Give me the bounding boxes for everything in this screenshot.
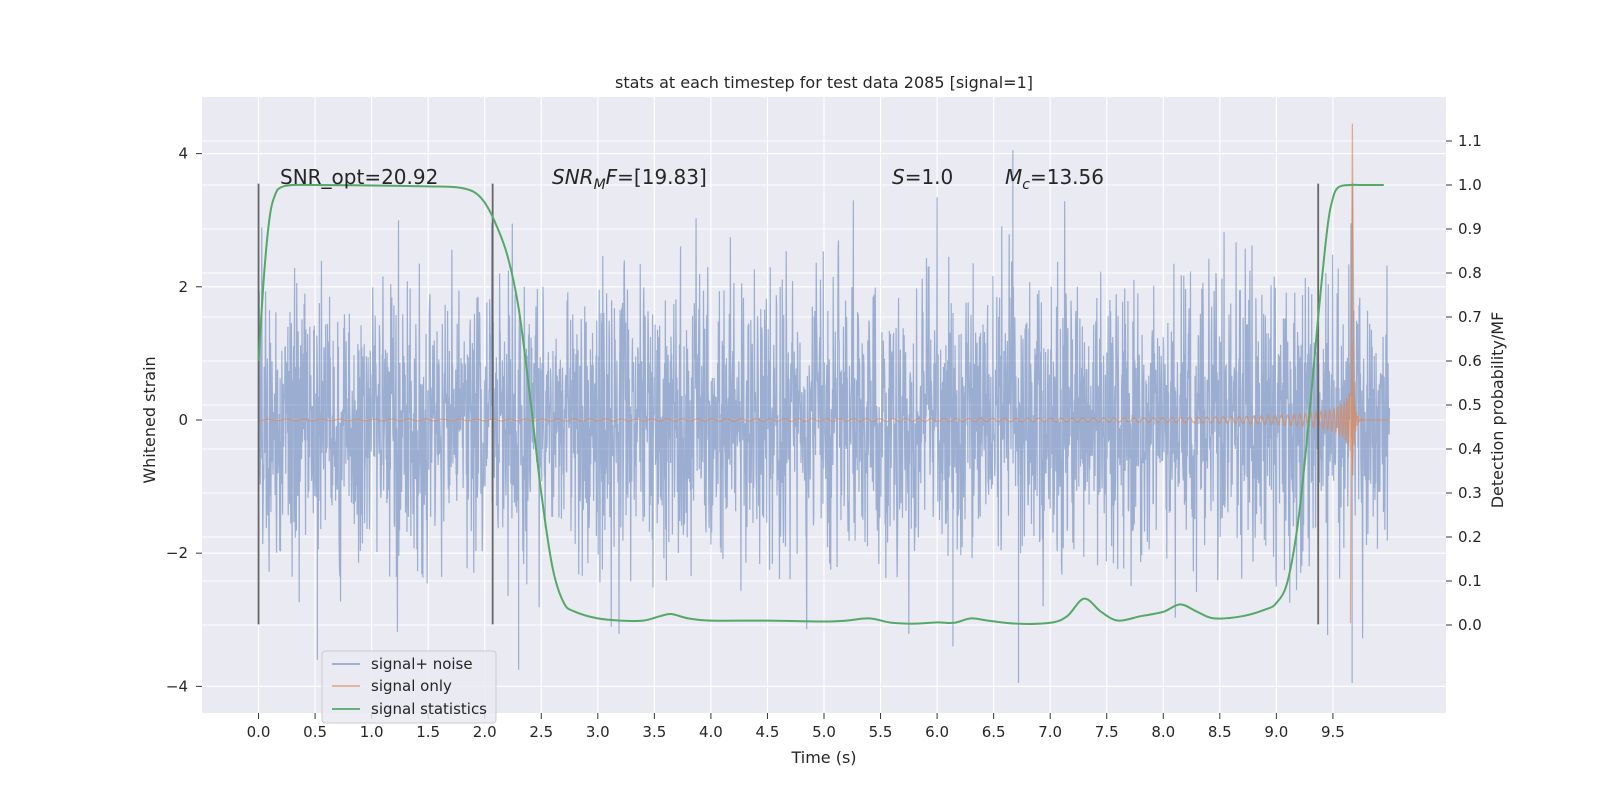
s-value: =1.0: [905, 165, 954, 189]
x-tick-label: 6.0: [925, 723, 949, 741]
x-tick-label: 9.0: [1264, 723, 1288, 741]
x-tick-label: 6.5: [982, 723, 1006, 741]
mc-sub: c: [1022, 177, 1030, 193]
snr-mf-main: SNR: [552, 165, 594, 189]
y2-tick-label: 0.0: [1458, 616, 1482, 634]
snr-opt-annotation: SNR_opt=20.92: [280, 165, 438, 189]
s-symbol: S: [892, 165, 905, 189]
mc-value: =13.56: [1030, 165, 1104, 189]
y2-tick-label: 1.0: [1458, 176, 1482, 194]
y-tick-label: 2: [178, 278, 188, 296]
annotations: SNR_opt=20.92 SNRMF=[19.83] S=1.0 Mc=13.…: [280, 165, 1104, 193]
x-tick-label: 8.5: [1208, 723, 1232, 741]
x-tick-label: 7.5: [1095, 723, 1119, 741]
y2-tick-label: 0.1: [1458, 572, 1482, 590]
legend-box: [321, 650, 497, 724]
signal-only-line: [258, 123, 1390, 624]
y-tick-label: 4: [178, 145, 188, 163]
y2-tick-label: 0.4: [1458, 440, 1482, 458]
y2-tick-label: 0.7: [1458, 308, 1482, 326]
mc-annotation: Mc=13.56: [1005, 165, 1104, 193]
legend-label-signal-noise: signal+ noise: [371, 655, 473, 673]
x-tick-label: 7.0: [1038, 723, 1062, 741]
x-tick-label: 0.0: [247, 723, 271, 741]
signal-statistics-line: [257, 183, 1384, 625]
y-tick-label: −4: [166, 677, 188, 695]
chart-title: stats at each timestep for test data 208…: [615, 73, 1033, 92]
axis-ticks: 0.0 0.5 1.0 1.5 2.0 2.5 3.0 3.5 4.0 4.5 5.0 5.5 6.0 6…: [166, 132, 1482, 741]
y2-tick-label: 0.9: [1458, 220, 1482, 238]
x-tick-label: 3.5: [642, 723, 666, 741]
x-tick-label: 0.5: [303, 723, 327, 741]
series-signal-only: [258, 123, 1390, 624]
x-axis-label: Time (s): [790, 748, 856, 767]
series-signal-noise: [257, 150, 1391, 684]
y2-axis-label: Detection probability/MF: [1488, 312, 1507, 509]
y2-tick-label: 0.6: [1458, 352, 1482, 370]
y2-tick-label: 0.2: [1458, 528, 1482, 546]
snr-mf-annotation: SNRMF=[19.83]: [552, 165, 707, 193]
y2-tick-label: 1.1: [1458, 132, 1482, 150]
y-tick-label: 0: [178, 411, 188, 429]
x-tick-label: 9.5: [1321, 723, 1345, 741]
snr-mf-sub: M: [594, 177, 606, 193]
x-tick-label: 5.5: [869, 723, 893, 741]
x-tick-label: 3.0: [586, 723, 610, 741]
legend-label-signal-statistics: signal statistics: [371, 700, 487, 718]
vertical-markers: [257, 183, 1320, 625]
x-tick-label: 4.5: [756, 723, 780, 741]
x-tick-label: 1.5: [416, 723, 440, 741]
x-tick-label: 2.0: [473, 723, 497, 741]
signal-noise-line: [257, 150, 1391, 684]
x-tick-label: 1.0: [360, 723, 384, 741]
y-tick-label: −2: [166, 544, 188, 562]
y2-tick-label: 0.5: [1458, 396, 1482, 414]
x-tick-label: 5.0: [812, 723, 836, 741]
mc-symbol: M: [1005, 165, 1022, 189]
x-tick-label: 4.0: [699, 723, 723, 741]
legend: signal+ noise signal only signal statist…: [321, 650, 497, 724]
s-annotation: S=1.0: [892, 165, 953, 189]
snr-mf-tail: F: [606, 165, 618, 189]
series-signal-statistics: [257, 183, 1384, 625]
y2-tick-label: 0.3: [1458, 484, 1482, 502]
y2-tick-label: 0.8: [1458, 264, 1482, 282]
x-tick-label: 8.0: [1151, 723, 1175, 741]
legend-label-signal-only: signal only: [371, 677, 452, 695]
x-tick-label: 2.5: [529, 723, 553, 741]
snr-mf-value: =[19.83]: [617, 165, 707, 189]
y-axis-label: Whitened strain: [140, 356, 159, 483]
